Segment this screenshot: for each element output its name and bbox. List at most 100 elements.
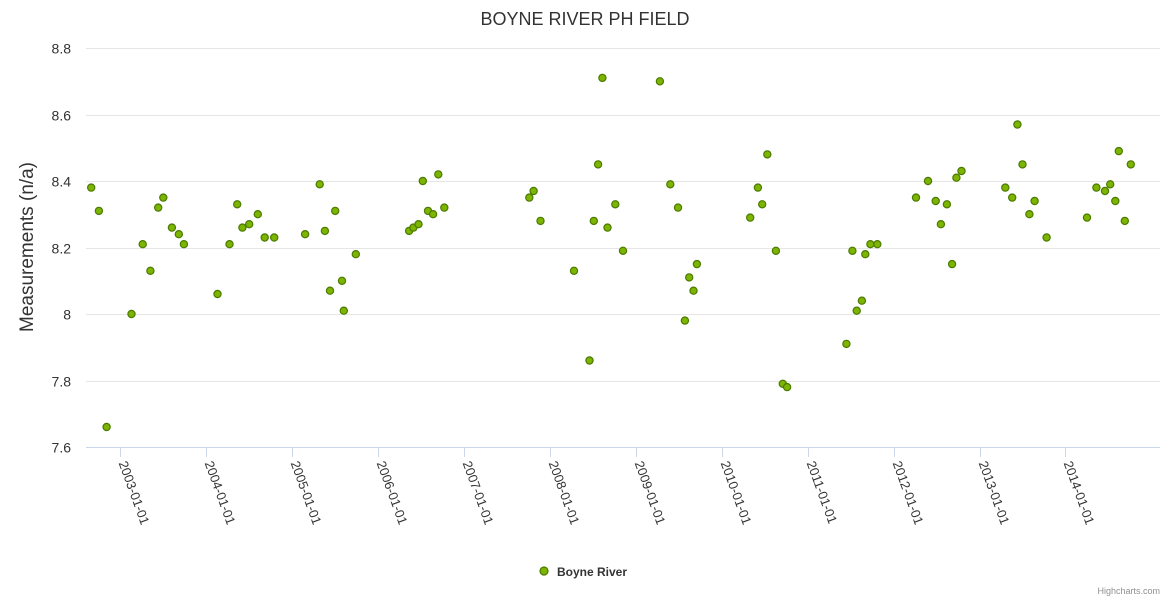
- data-point[interactable]: [618, 246, 628, 255]
- y-axis-ticks: 7.6 7.8 8 8.2 8.4 8.6 8.8: [52, 41, 72, 456]
- data-point[interactable]: [873, 239, 882, 249]
- data-point[interactable]: [758, 200, 767, 209]
- data-point[interactable]: [414, 219, 423, 229]
- data-point[interactable]: [593, 160, 603, 169]
- data-point[interactable]: [589, 216, 599, 226]
- data-point[interactable]: [685, 273, 694, 282]
- data-point[interactable]: [936, 219, 946, 229]
- data-point[interactable]: [1111, 196, 1120, 206]
- data-point[interactable]: [1025, 209, 1034, 219]
- data-point[interactable]: [536, 216, 545, 226]
- data-point[interactable]: [270, 233, 279, 242]
- y-tick-label: 8.2: [52, 241, 72, 257]
- data-point[interactable]: [947, 259, 957, 269]
- data-point[interactable]: [842, 339, 851, 349]
- legend-marker-icon[interactable]: [539, 566, 549, 576]
- data-point[interactable]: [1030, 196, 1039, 206]
- data-point[interactable]: [585, 356, 594, 365]
- data-point[interactable]: [1092, 183, 1101, 192]
- y-axis-label: Measurements (n/a): [17, 162, 38, 332]
- data-point[interactable]: [1008, 193, 1017, 202]
- data-point[interactable]: [689, 286, 698, 295]
- data-point[interactable]: [942, 200, 952, 209]
- data-point[interactable]: [1100, 186, 1110, 196]
- data-point[interactable]: [1001, 183, 1010, 192]
- data-point[interactable]: [331, 206, 340, 216]
- data-point[interactable]: [127, 309, 136, 319]
- data-point[interactable]: [94, 206, 104, 216]
- data-point[interactable]: [153, 203, 163, 212]
- data-point[interactable]: [848, 246, 857, 255]
- data-point[interactable]: [857, 296, 867, 305]
- data-point[interactable]: [861, 249, 870, 259]
- data-point[interactable]: [1013, 120, 1022, 129]
- data-point[interactable]: [167, 223, 177, 232]
- data-point[interactable]: [174, 229, 183, 239]
- y-tick-label: 8.6: [52, 108, 72, 124]
- data-point[interactable]: [440, 203, 449, 212]
- data-point[interactable]: [102, 422, 111, 432]
- data-point[interactable]: [325, 286, 335, 295]
- data-point[interactable]: [1114, 146, 1124, 156]
- legend-item-boyne-river[interactable]: Boyne River: [557, 565, 627, 579]
- legend[interactable]: Boyne River: [539, 565, 627, 579]
- data-point[interactable]: [238, 223, 247, 232]
- y-tick-label: 7.6: [52, 440, 72, 456]
- data-point[interactable]: [434, 170, 443, 179]
- data-point[interactable]: [753, 183, 763, 192]
- data-point[interactable]: [666, 180, 675, 189]
- data-points: [86, 73, 1136, 432]
- data-point[interactable]: [952, 173, 961, 182]
- data-point[interactable]: [603, 223, 612, 232]
- data-point[interactable]: [923, 176, 933, 186]
- data-point[interactable]: [351, 249, 360, 259]
- data-point[interactable]: [611, 200, 620, 209]
- data-point[interactable]: [159, 193, 168, 202]
- data-point[interactable]: [232, 200, 242, 209]
- data-point[interactable]: [763, 150, 772, 159]
- credits-link[interactable]: Highcharts.com: [1097, 586, 1160, 596]
- data-point[interactable]: [1042, 233, 1051, 242]
- data-point[interactable]: [1018, 160, 1027, 169]
- data-point[interactable]: [771, 246, 781, 255]
- data-point[interactable]: [746, 213, 755, 222]
- data-point[interactable]: [320, 226, 330, 236]
- data-point[interactable]: [244, 219, 254, 229]
- data-point[interactable]: [86, 183, 96, 192]
- data-point[interactable]: [253, 209, 262, 219]
- chart-title: BOYNE RIVER PH FIELD: [480, 9, 689, 29]
- data-point[interactable]: [337, 276, 347, 285]
- data-point[interactable]: [260, 233, 269, 242]
- data-point[interactable]: [1120, 216, 1130, 226]
- data-point[interactable]: [225, 239, 234, 249]
- y-tick-label: 8.4: [52, 174, 72, 190]
- data-point[interactable]: [146, 266, 155, 275]
- data-point[interactable]: [931, 196, 940, 206]
- data-point[interactable]: [866, 239, 875, 249]
- data-point[interactable]: [525, 193, 534, 202]
- data-point[interactable]: [418, 176, 427, 186]
- data-point[interactable]: [655, 77, 665, 86]
- data-point[interactable]: [339, 306, 348, 315]
- data-point[interactable]: [315, 180, 324, 189]
- data-point[interactable]: [1082, 213, 1092, 222]
- data-point[interactable]: [782, 382, 792, 392]
- data-point[interactable]: [852, 306, 861, 315]
- data-point[interactable]: [598, 73, 607, 83]
- data-point[interactable]: [138, 239, 147, 249]
- data-point[interactable]: [911, 193, 921, 202]
- data-point[interactable]: [1105, 180, 1115, 189]
- data-point[interactable]: [529, 186, 538, 196]
- data-point[interactable]: [179, 239, 189, 249]
- data-point[interactable]: [300, 229, 310, 239]
- data-point[interactable]: [692, 259, 702, 269]
- data-point[interactable]: [1126, 160, 1136, 169]
- data-point[interactable]: [569, 266, 579, 275]
- data-point[interactable]: [957, 166, 966, 176]
- data-point[interactable]: [673, 203, 683, 212]
- data-point[interactable]: [680, 316, 690, 325]
- data-point[interactable]: [213, 289, 222, 299]
- data-point[interactable]: [428, 209, 438, 219]
